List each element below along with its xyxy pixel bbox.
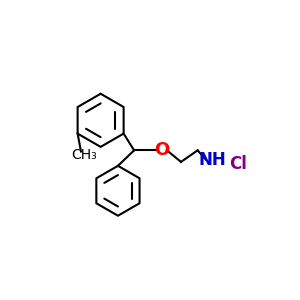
- Text: O: O: [154, 141, 170, 159]
- Text: NH: NH: [199, 151, 226, 169]
- Text: CH₃: CH₃: [72, 148, 98, 162]
- Text: Cl: Cl: [229, 155, 247, 173]
